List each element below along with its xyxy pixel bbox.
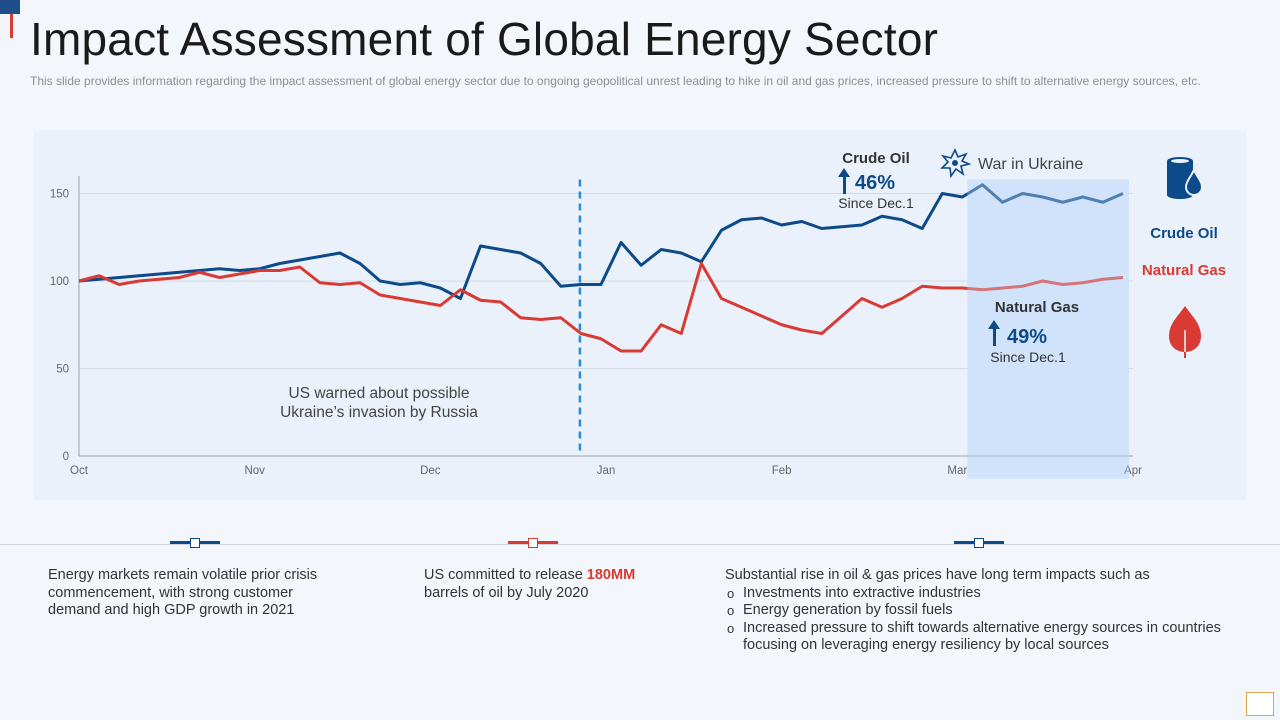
crude-oil-annotation-label: Crude Oil [842,150,910,167]
slide-nav-button[interactable] [1246,692,1274,716]
page-subtitle: This slide provides information regardin… [30,74,1201,88]
x-tick-label: Mar [947,465,967,477]
war-period-overlay [967,179,1129,479]
note-marker-middle [508,538,558,556]
list-item: Energy generation by fossil fuels [725,602,1245,620]
note-marker-left [170,538,220,556]
natural-gas-since: Since Dec.1 [990,349,1066,365]
y-tick-label: 100 [50,276,69,288]
note-left: Energy markets remain volatile prior cri… [48,567,318,618]
note-middle-text: US committed to release [424,567,587,583]
page-title: Impact Assessment of Global Energy Secto… [30,13,939,65]
up-arrow-icon [988,320,1000,346]
x-tick-label: Nov [244,465,265,477]
x-tick-label: Apr [1124,465,1142,477]
series-line-natural-gas [78,262,1124,353]
x-tick-label: Feb [772,465,792,477]
oil-barrel-icon [1167,157,1204,199]
list-item: Investments into extractive industries [725,585,1245,603]
note-middle-text-2: barrels of oil by July 2020 [424,584,589,601]
note-middle-highlight: 180MM [586,567,636,583]
note-right-bullets: Investments into extractive industries E… [725,585,1245,655]
note-marker-right [954,538,1004,556]
section-divider [0,544,1280,545]
legend-natural-gas: Natural Gas [1142,262,1226,279]
y-tick-label: 50 [56,364,69,376]
note-middle: US committed to release 180MM barrels of… [424,567,664,602]
war-annotation: War in Ukraine [978,156,1083,173]
flame-icon [1169,306,1201,358]
up-arrow-icon [838,168,850,194]
list-item: Increased pressure to shift towards alte… [725,620,1245,655]
us-warning-annotation-line1: US warned about possible [289,385,470,402]
x-tick-label: Jan [597,465,616,477]
x-tick-label: Dec [420,465,441,477]
us-warning-annotation-line2: Ukraine’s invasion by Russia [280,404,478,421]
natural-gas-annotation-label: Natural Gas [995,299,1079,316]
crude-oil-pct: 46% [855,172,895,194]
corner-accent-bar [10,14,13,38]
series-line-crude-oil [78,183,1124,300]
crude-oil-since: Since Dec.1 [838,195,914,211]
natural-gas-pct: 49% [1007,326,1047,348]
note-right: Substantial rise in oil & gas prices hav… [725,567,1245,655]
explosion-icon [940,148,972,179]
y-tick-label: 0 [63,451,69,463]
corner-flag [0,0,20,14]
y-tick-label: 150 [50,189,69,201]
x-tick-label: Oct [70,465,89,477]
legend-crude-oil: Crude Oil [1150,225,1218,242]
note-right-intro: Substantial rise in oil & gas prices hav… [725,567,1150,583]
